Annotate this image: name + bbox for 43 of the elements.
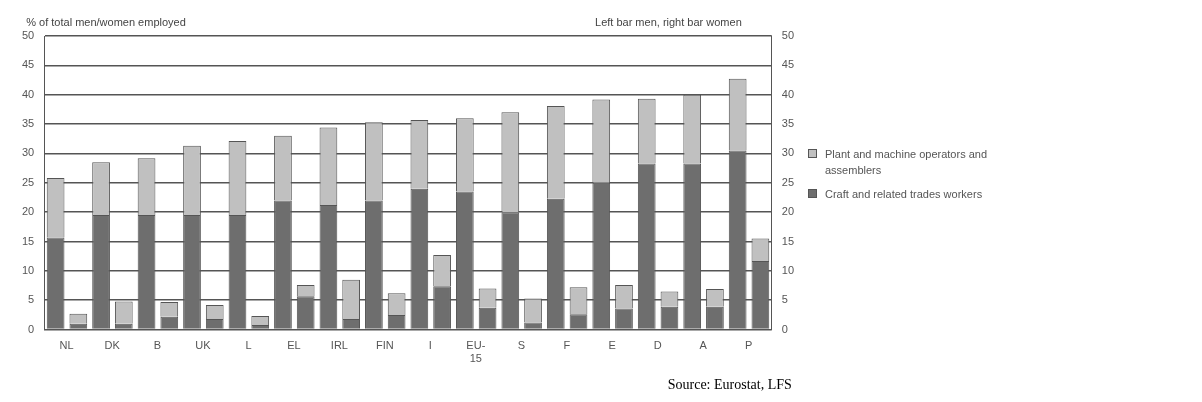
y2-tick-label: 10 xyxy=(781,263,795,276)
y-tick-label: 40 xyxy=(21,87,35,100)
y2-tick-label: 40 xyxy=(781,87,795,100)
y-tick-label: 45 xyxy=(21,58,35,71)
y-tick-label: 15 xyxy=(21,234,35,247)
x-tick-label: FIN xyxy=(376,339,394,352)
y-axis-title: % of total men/women employed xyxy=(26,15,186,28)
y-tick-label: 35 xyxy=(21,117,35,130)
x-tick-label: B xyxy=(153,339,162,352)
y-tick-label: 0 xyxy=(28,322,35,335)
y-tick-label: 30 xyxy=(21,146,35,159)
x-tick-label: D xyxy=(653,339,662,352)
y2-tick-label: 30 xyxy=(781,146,795,159)
y-tick-label: 20 xyxy=(21,205,35,218)
y2-tick-label: 20 xyxy=(781,205,795,218)
y2-tick-label: 45 xyxy=(781,58,795,71)
x-tick-label: UK xyxy=(195,339,212,352)
x-tick-label: P xyxy=(744,339,753,352)
y-tick-label: 50 xyxy=(21,29,35,42)
x-tick-label: IRL xyxy=(330,339,348,352)
x-tick-label: A xyxy=(699,339,708,352)
source-note: Source: Eurostat, LFS xyxy=(667,376,792,392)
y2-tick-label: 0 xyxy=(781,322,788,335)
y2-tick-label: 5 xyxy=(781,293,788,306)
y-tick-label: 5 xyxy=(28,293,35,306)
y2-tick-label: 50 xyxy=(781,29,795,42)
y2-tick-label: 15 xyxy=(781,234,795,247)
x-tick-label: DK xyxy=(104,339,121,352)
x-tick-label: EL xyxy=(287,339,301,352)
y-tick-label: 25 xyxy=(21,175,35,188)
x-tick-label: I xyxy=(428,339,432,352)
y2-tick-label: 25 xyxy=(781,175,795,188)
legend-label: Plant and machine operators and assemblers xyxy=(825,147,989,178)
x-tick-label: NL xyxy=(59,339,74,352)
x-tick-label: F xyxy=(563,339,571,352)
x-tick-label: S xyxy=(517,339,525,352)
x-tick-label: L xyxy=(245,339,252,352)
y-tick-label: 10 xyxy=(21,263,35,276)
legend-label: Craft and related trades workers xyxy=(825,187,983,202)
y2-tick-label: 35 xyxy=(781,117,795,130)
x-tick-label: EU-15 xyxy=(466,339,486,365)
x-tick-label: E xyxy=(608,339,616,352)
text: Left bar men, right bar women xyxy=(595,15,742,28)
